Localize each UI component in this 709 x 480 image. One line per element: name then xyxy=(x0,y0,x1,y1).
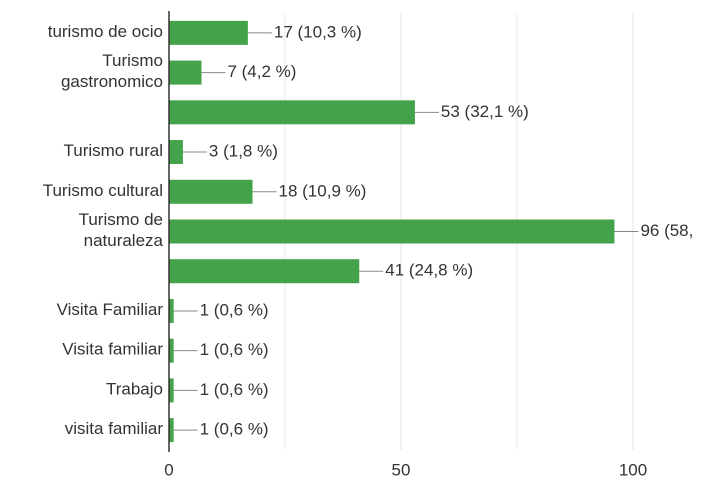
label-line: naturaleza xyxy=(84,231,164,250)
label-line: Visita familiar xyxy=(62,340,163,359)
data-label: 17 (10,3 %) xyxy=(274,22,362,41)
y-tick-label: Turismo rural xyxy=(64,142,164,161)
y-tick-label: Turismo cultural xyxy=(43,181,163,200)
bar xyxy=(169,298,174,323)
x-tick-label: 50 xyxy=(392,460,411,479)
data-label: 41 (24,8 %) xyxy=(385,261,473,280)
data-label: 1 (0,6 %) xyxy=(200,300,269,319)
bar xyxy=(169,418,174,443)
data-label: 53 (32,1 %) xyxy=(441,102,529,121)
y-tick-label: Trabajo xyxy=(106,380,163,399)
label-line: gastronomico xyxy=(61,73,163,92)
data-label: 3 (1,8 %) xyxy=(209,142,278,161)
bar xyxy=(169,60,202,85)
y-tick-label: Visita familiar xyxy=(62,340,163,359)
y-tick-label: Visita Familiar xyxy=(57,300,164,319)
label-line: Turismo cultural xyxy=(43,181,163,200)
data-label: 18 (10,9 %) xyxy=(279,181,367,200)
label-line: Trabajo xyxy=(106,380,163,399)
y-tick-label: turismo de ocio xyxy=(48,22,163,41)
label-line: Turismo rural xyxy=(64,142,164,161)
bar xyxy=(169,378,174,403)
label-line: turismo de ocio xyxy=(48,22,163,41)
bar xyxy=(169,219,615,244)
y-tick-label: Turismo gastronomico xyxy=(61,52,163,92)
label-line: Turismo xyxy=(102,52,163,71)
data-label: 1 (0,6 %) xyxy=(200,380,269,399)
data-label: 1 (0,6 %) xyxy=(200,340,269,359)
data-label: 7 (4,2 %) xyxy=(227,62,296,81)
bar xyxy=(169,259,360,284)
data-label: 1 (0,6 %) xyxy=(200,420,269,439)
label-line: Visita Familiar xyxy=(57,300,164,319)
x-tick-label: 100 xyxy=(619,460,647,479)
bar xyxy=(169,179,253,204)
bar xyxy=(169,20,248,45)
bar xyxy=(169,100,415,125)
bar xyxy=(169,338,174,363)
x-tick-label: 0 xyxy=(164,460,173,479)
label-line: visita familiar xyxy=(65,420,164,439)
bar xyxy=(169,140,183,165)
data-label: 96 (58, xyxy=(640,221,693,240)
label-line: Turismo de xyxy=(79,210,163,229)
y-tick-label: Turismo de naturaleza xyxy=(79,210,164,250)
y-tick-label: visita familiar xyxy=(65,420,164,439)
